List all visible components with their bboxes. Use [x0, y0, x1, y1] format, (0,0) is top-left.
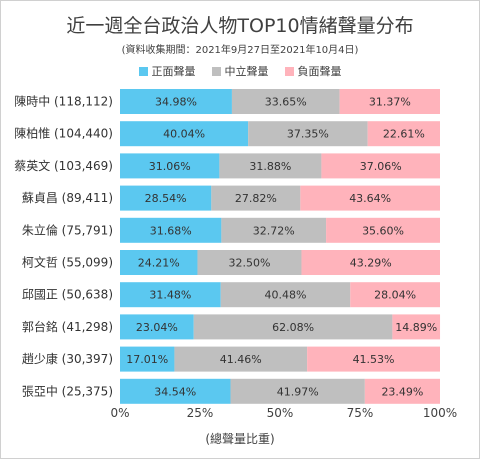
- category-label: 郭台銘 (41,298): [22, 319, 113, 334]
- category-label: 蘇貞昌 (89,411): [22, 191, 113, 205]
- legend-swatch-positive: [138, 66, 148, 76]
- bar-segment: [248, 121, 368, 147]
- data-label: 41.97%: [277, 385, 319, 398]
- data-label: 43.64%: [349, 192, 391, 205]
- data-label: 40.04%: [163, 128, 205, 141]
- legend-swatch-neutral: [211, 66, 221, 76]
- data-label: 41.53%: [353, 353, 395, 366]
- data-label: 27.82%: [235, 192, 277, 205]
- data-label: 37.35%: [287, 128, 329, 141]
- data-label: 35.60%: [362, 224, 404, 237]
- data-label: 17.01%: [126, 353, 168, 366]
- category-label: 朱立倫 (75,791): [22, 222, 113, 237]
- legend-item-negative: 負面聲量: [284, 63, 342, 79]
- x-tick-label: 75%: [347, 406, 374, 420]
- data-label: 41.46%: [220, 353, 262, 366]
- x-tick-label: 100%: [423, 406, 457, 420]
- legend-item-neutral: 中立聲量: [211, 63, 269, 79]
- legend-label-positive: 正面聲量: [151, 65, 196, 78]
- category-label: 陳時中 (118,112): [14, 94, 113, 109]
- bar-segment: [392, 314, 441, 340]
- bar-segment: [350, 282, 440, 308]
- legend: 正面聲量 中立聲量 負面聲量: [1, 63, 479, 79]
- legend-item-positive: 正面聲量: [138, 63, 196, 79]
- data-label: 28.04%: [374, 289, 416, 302]
- bar-segment: [364, 378, 440, 404]
- x-tick-label: 50%: [267, 406, 294, 420]
- bar-segment: [231, 89, 340, 114]
- bar-segment: [120, 346, 175, 372]
- x-tick-label: 25%: [187, 406, 214, 420]
- chart-title: 近一週全台政治人物TOP10情緒聲量分布: [66, 15, 414, 37]
- bar-segment: [211, 185, 301, 211]
- category-label: 蔡英文 (103,469): [14, 158, 113, 173]
- category-label: 柯文哲 (55,099): [22, 255, 113, 270]
- x-axis-title: (總聲量比重): [205, 432, 275, 446]
- data-label: 31.06%: [149, 160, 191, 173]
- bar-segment: [120, 89, 232, 114]
- category-label: 張亞中 (25,375): [22, 383, 113, 398]
- bar-segment: [197, 250, 302, 275]
- data-label: 22.61%: [383, 128, 425, 141]
- bar-segment: [120, 217, 222, 243]
- data-label: 28.54%: [145, 192, 187, 205]
- data-label: 33.65%: [265, 96, 307, 109]
- category-label: 趙少康 (30,397): [22, 351, 113, 366]
- category-label: 陳柏惟 (104,440): [14, 126, 113, 141]
- data-label: 31.88%: [249, 160, 291, 173]
- category-label: 邱國正 (50,638): [22, 288, 113, 302]
- bar-segment: [221, 217, 327, 243]
- legend-label-negative: 負面聲量: [297, 65, 342, 78]
- legend-label-neutral: 中立聲量: [224, 65, 269, 78]
- data-label: 23.04%: [136, 321, 178, 334]
- bar-segment: [230, 378, 365, 404]
- bar-segment: [307, 346, 440, 372]
- bar-segment: [120, 282, 221, 308]
- data-label: 34.54%: [154, 385, 196, 398]
- bar-segment: [220, 282, 351, 308]
- data-label: 34.98%: [155, 96, 197, 109]
- bar-segment: [120, 121, 249, 147]
- legend-swatch-negative: [284, 66, 294, 76]
- bar-segment: [321, 153, 440, 179]
- bar-segment: [120, 378, 231, 404]
- bar-segment: [120, 185, 212, 211]
- chart-subtitle: (資料收集期間：2021年9月27日至2021年10月4日): [121, 45, 359, 56]
- bar-segment: [193, 314, 393, 340]
- bar-segment: [120, 153, 220, 179]
- bar-segment: [300, 185, 440, 211]
- data-label: 40.48%: [265, 289, 307, 302]
- data-label: 14.89%: [395, 321, 437, 334]
- data-label: 31.48%: [149, 289, 191, 302]
- data-label: 37.06%: [360, 160, 402, 173]
- bar-segment: [120, 314, 194, 340]
- bar-segment: [120, 250, 198, 275]
- data-label: 31.68%: [150, 224, 192, 237]
- bar-segment: [326, 217, 440, 243]
- data-label: 31.37%: [369, 96, 411, 109]
- bar-segment: [367, 121, 440, 147]
- data-label: 43.29%: [350, 257, 392, 270]
- x-tick-label: 0%: [110, 406, 129, 420]
- data-label: 23.49%: [381, 385, 423, 398]
- data-label: 24.21%: [138, 257, 180, 270]
- bar-segment: [174, 346, 308, 372]
- bar-segment: [339, 89, 440, 114]
- data-label: 32.72%: [253, 224, 295, 237]
- data-label: 62.08%: [272, 321, 314, 334]
- bar-segment: [219, 153, 322, 179]
- data-label: 32.50%: [228, 257, 270, 270]
- bar-segment: [301, 250, 440, 275]
